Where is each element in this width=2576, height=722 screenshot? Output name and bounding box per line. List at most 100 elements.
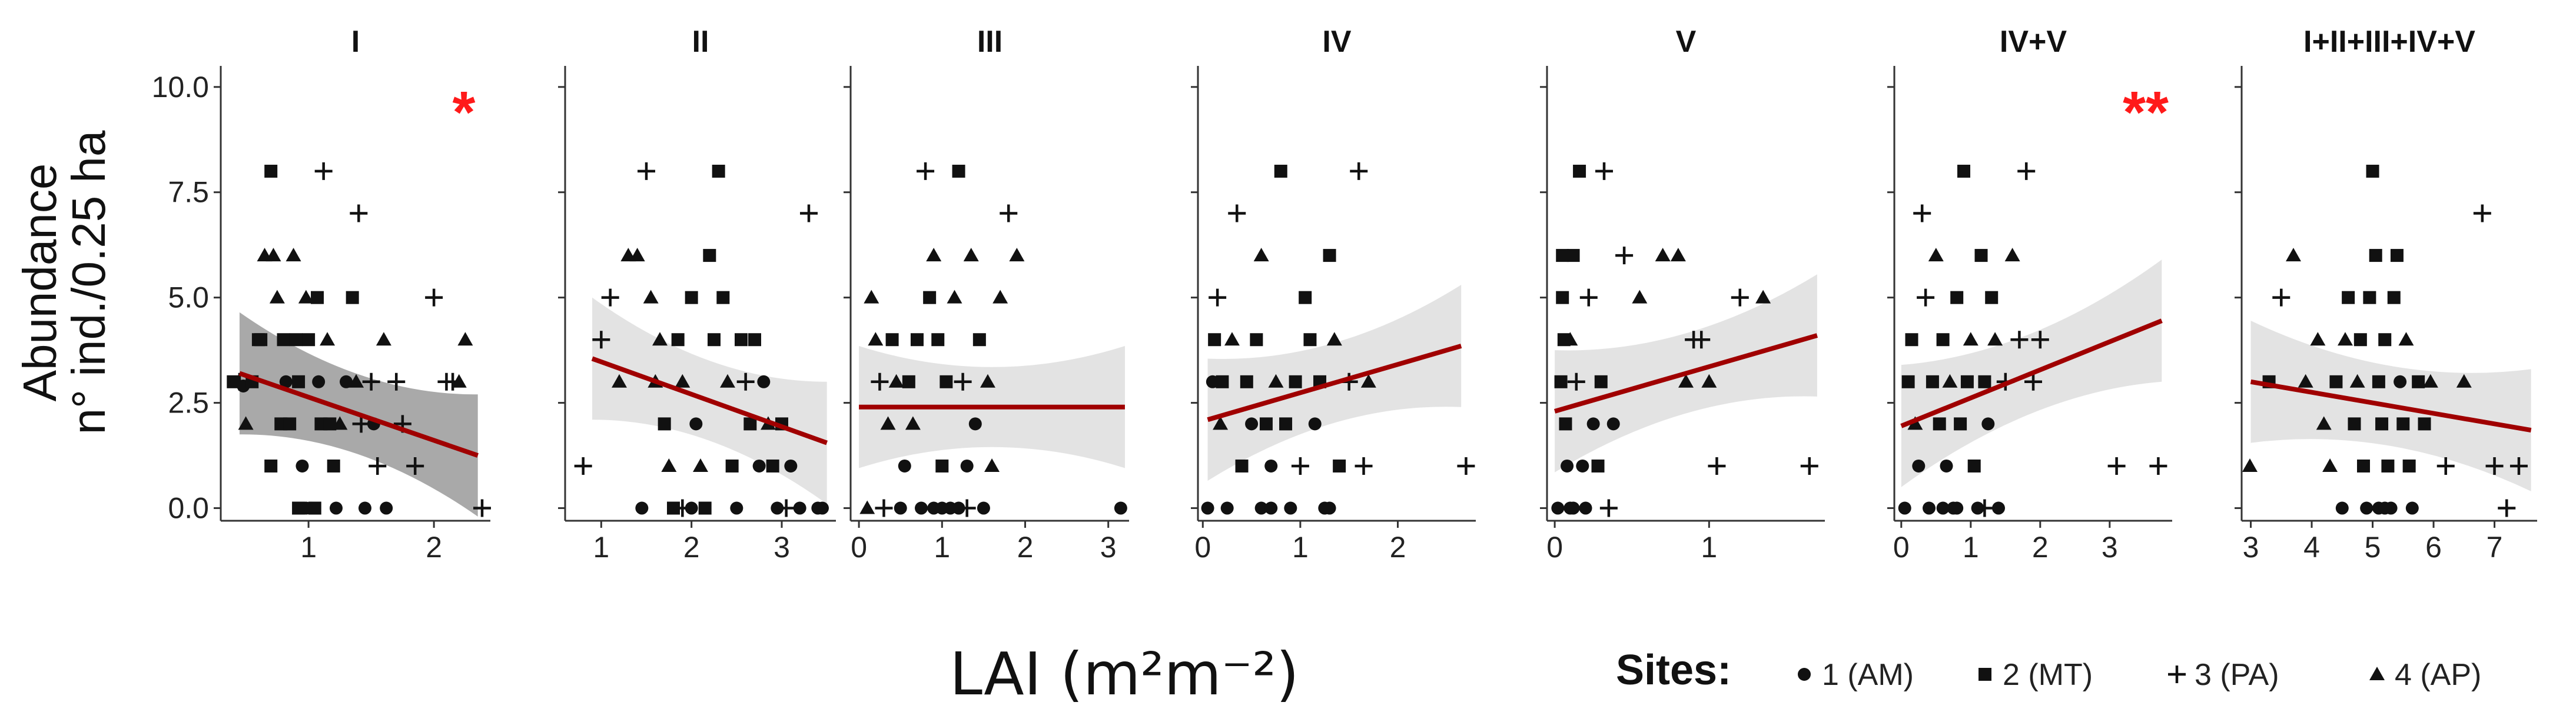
point-square — [2348, 417, 2361, 431]
point-square — [2375, 417, 2389, 431]
point-triangle — [2369, 667, 2385, 680]
point-square — [685, 291, 698, 304]
point-circle — [1254, 501, 1268, 515]
point-square — [766, 459, 779, 473]
point-square — [2412, 375, 2425, 388]
point-square — [716, 291, 730, 304]
x-tick-label: 1 — [1292, 531, 1309, 564]
point-square — [748, 333, 761, 347]
point-plus — [954, 372, 972, 391]
point-square — [972, 333, 986, 347]
point-square — [1208, 333, 1221, 347]
legend-item-3: 3 (PA) — [2168, 658, 2279, 692]
point-circle — [1586, 417, 1600, 431]
point-circle — [1940, 459, 1953, 473]
point-circle — [358, 501, 371, 515]
panel-7: I+II+III+IV+V 3 4 5 6 7 — [2235, 25, 2537, 564]
point-circle — [968, 417, 982, 431]
point-plus — [369, 457, 387, 475]
point-square — [1323, 249, 1336, 262]
point-square — [1936, 333, 1950, 347]
point-circle — [1981, 417, 1995, 431]
point-plus — [1579, 288, 1598, 307]
point-square — [311, 291, 324, 304]
point-triangle — [2310, 332, 2326, 346]
x-tick-label: 6 — [2425, 531, 2442, 564]
point-triangle — [661, 458, 677, 472]
point-circle — [312, 375, 326, 388]
panels-group: I 0.0 2.5 5.0 7.5 10.0 1 2 * II 1 2 3 III 0 1 2 3 IV 0 1 2 V 0 1… — [152, 25, 2537, 564]
point-plus — [800, 204, 818, 222]
panel-title: I+II+III+IV+V — [2303, 25, 2475, 59]
point-triangle — [1632, 290, 1648, 304]
point-circle — [1950, 501, 1964, 515]
point-square — [277, 333, 290, 347]
point-triangle — [1678, 374, 1694, 388]
point-triangle — [2004, 248, 2020, 262]
point-square — [2342, 291, 2355, 304]
point-circle — [757, 375, 771, 388]
point-circle — [1323, 501, 1336, 515]
point-circle — [915, 501, 928, 515]
point-circle — [689, 417, 703, 431]
point-square — [703, 249, 716, 262]
legend-label: 1 (AM) — [1822, 658, 1914, 692]
point-triangle — [320, 332, 336, 346]
trend-line — [1207, 344, 1462, 422]
y-axis-label-units: n° ind./0.25 ha — [62, 130, 115, 434]
point-plus — [777, 499, 795, 517]
point-plus — [2107, 457, 2126, 475]
point-plus — [350, 204, 368, 222]
point-triangle — [693, 458, 708, 472]
point-plus — [1976, 499, 1994, 517]
point-plus — [2024, 372, 2042, 391]
point-plus — [1228, 204, 1246, 222]
point-square — [735, 333, 748, 347]
point-triangle — [457, 332, 473, 346]
point-circle — [771, 501, 784, 515]
legend: Sites: 1 (AM) 2 (MT) 3 (PA) 4 (AP) — [1616, 647, 2481, 694]
x-tick-label: 5 — [2365, 531, 2381, 564]
point-square — [1303, 333, 1317, 347]
point-circle — [279, 375, 293, 388]
trend-line — [238, 371, 479, 458]
point-square — [1216, 375, 1229, 388]
point-square — [952, 164, 965, 178]
point-square — [327, 459, 340, 473]
x-tick-label: 7 — [2487, 531, 2503, 564]
legend-item-2: 2 (MT) — [1979, 658, 2093, 692]
point-plus — [638, 162, 655, 180]
trend-line — [1554, 333, 1818, 414]
point-square — [1954, 417, 1967, 431]
point-plus — [2168, 666, 2186, 683]
point-triangle — [2322, 458, 2338, 472]
point-plus — [601, 288, 619, 307]
point-triangle — [859, 500, 875, 514]
point-square — [698, 501, 712, 515]
point-triangle — [888, 374, 904, 388]
x-tick-label: 4 — [2303, 531, 2320, 564]
point-triangle — [1963, 332, 1979, 346]
legend-label: 2 (MT) — [2003, 658, 2093, 692]
point-plus — [917, 162, 935, 180]
point-square — [2418, 417, 2431, 431]
x-tick-label: 2 — [426, 531, 442, 564]
point-triangle — [1360, 374, 1376, 388]
point-circle — [1220, 501, 1234, 515]
point-plus — [1913, 204, 1931, 222]
point-square — [708, 333, 721, 347]
point-circle — [1576, 459, 1589, 473]
x-tick-label: 3 — [2243, 531, 2259, 564]
x-axis-label: LAI (m²m⁻²) — [950, 640, 1299, 708]
point-square — [1556, 249, 1569, 262]
point-square — [1974, 249, 1988, 262]
trend-line — [2250, 379, 2532, 433]
point-square — [2363, 291, 2376, 304]
point-triangle — [1755, 290, 1771, 304]
point-plus — [1457, 457, 1475, 475]
point-plus — [2272, 288, 2290, 307]
trend-line — [1900, 318, 2163, 428]
point-circle — [296, 459, 309, 473]
point-circle — [2360, 501, 2373, 515]
panel-title: IV — [1322, 25, 1351, 59]
